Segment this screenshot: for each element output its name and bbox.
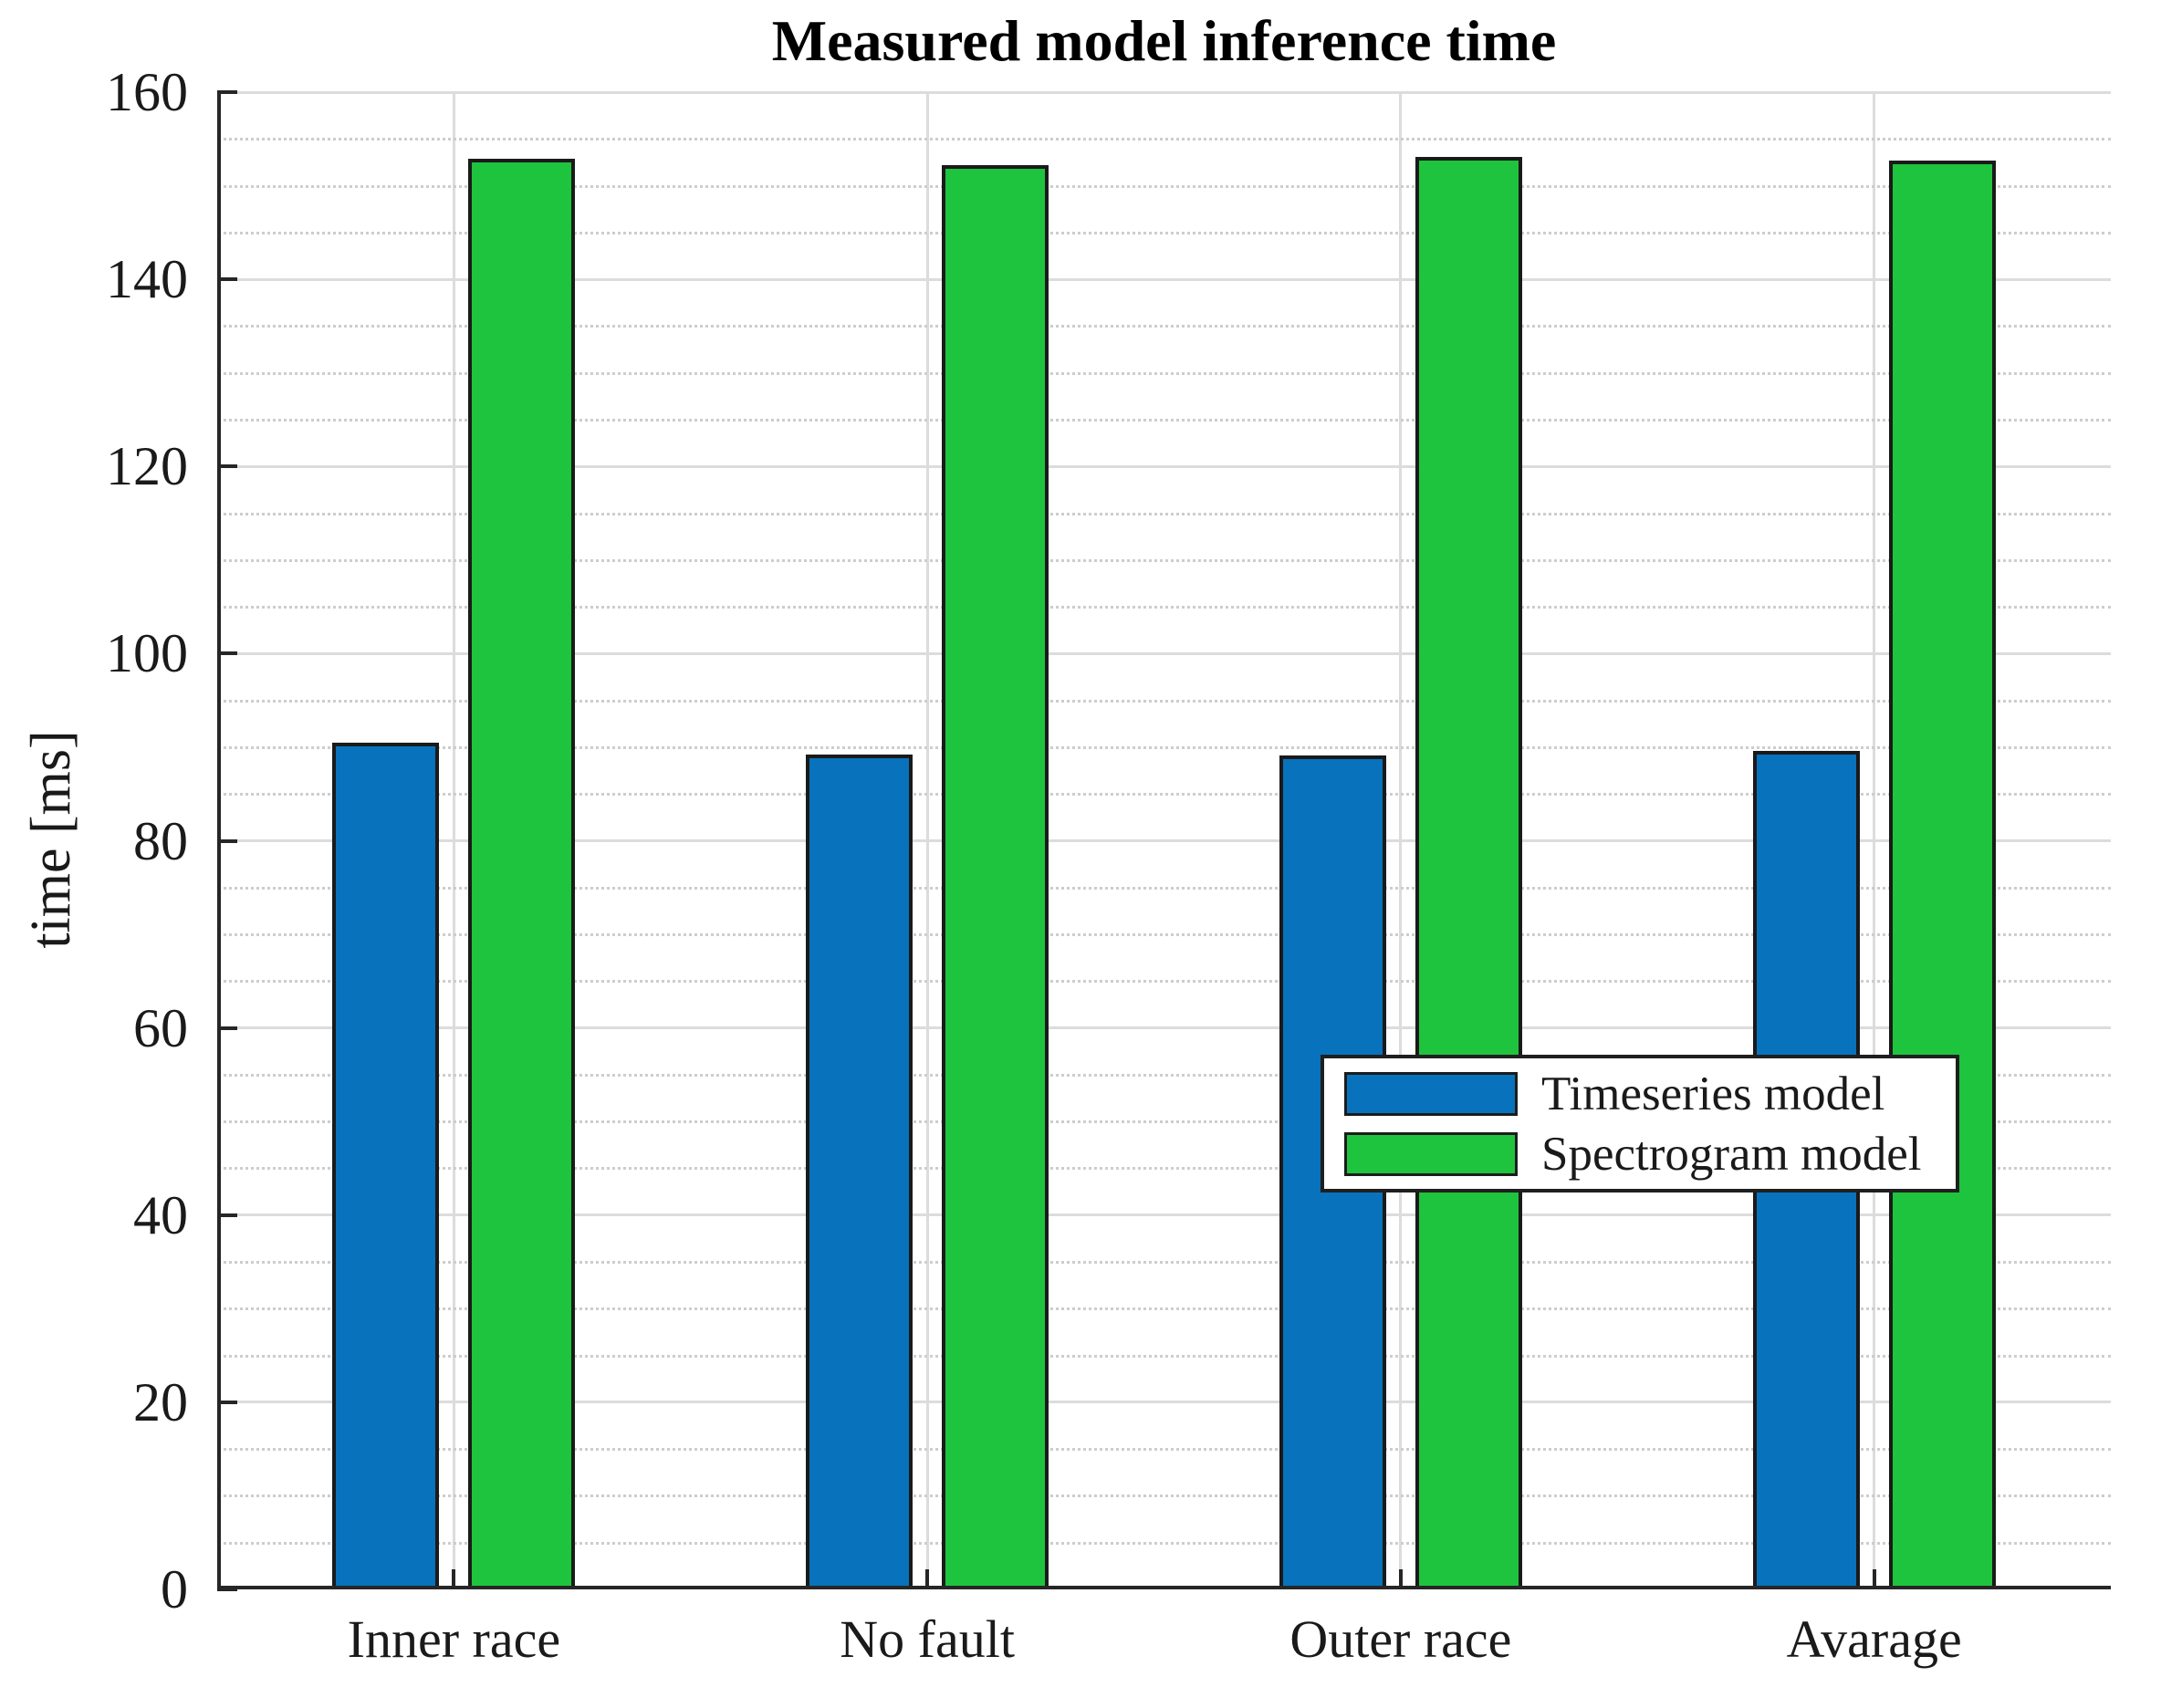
y-tick bbox=[217, 651, 237, 656]
y-minor-gridline bbox=[217, 606, 2111, 609]
y-minor-gridline bbox=[217, 1494, 2111, 1498]
legend-label-spectrogram: Spectrogram model bbox=[1541, 1127, 1922, 1181]
y-minor-gridline bbox=[217, 1541, 2111, 1545]
x-axis-line bbox=[217, 1586, 2111, 1589]
y-minor-gridline bbox=[217, 699, 2111, 703]
y-tick-label: 160 bbox=[106, 62, 188, 122]
y-minor-gridline bbox=[217, 1261, 2111, 1265]
y-tick bbox=[217, 277, 237, 282]
bar-spectrogram-0 bbox=[468, 158, 576, 1589]
x-tick-label: No fault bbox=[840, 1609, 1015, 1669]
y-tick bbox=[217, 1026, 237, 1030]
bar-spectrogram-3 bbox=[1888, 160, 1996, 1589]
bar-spectrogram-2 bbox=[1415, 156, 1522, 1589]
y-gridline bbox=[217, 277, 2111, 281]
y-minor-gridline bbox=[217, 1120, 2111, 1124]
y-gridline bbox=[217, 90, 2111, 94]
y-minor-gridline bbox=[217, 184, 2111, 188]
x-tick bbox=[452, 1569, 456, 1589]
x-tick-label: Avarage bbox=[1786, 1609, 1962, 1669]
x-tick bbox=[925, 1569, 930, 1589]
y-tick-label: 0 bbox=[161, 1559, 188, 1619]
y-minor-gridline bbox=[217, 512, 2111, 516]
legend-label-timeseries: Timeseries model bbox=[1541, 1067, 1885, 1120]
bar-timeseries-1 bbox=[806, 755, 913, 1589]
y-gridline bbox=[217, 839, 2111, 842]
y-minor-gridline bbox=[217, 325, 2111, 328]
y-tick bbox=[217, 838, 237, 843]
x-tick bbox=[1872, 1569, 1876, 1589]
y-tick-label: 20 bbox=[133, 1371, 188, 1432]
bar-timeseries-0 bbox=[332, 742, 440, 1589]
y-minor-gridline bbox=[217, 980, 2111, 984]
y-minor-gridline bbox=[217, 1073, 2111, 1077]
y-minor-gridline bbox=[217, 138, 2111, 141]
y-tick bbox=[217, 464, 237, 469]
y-tick bbox=[217, 1588, 237, 1591]
y-minor-gridline bbox=[217, 558, 2111, 562]
y-minor-gridline bbox=[217, 1167, 2111, 1171]
y-tick-label: 60 bbox=[133, 997, 188, 1058]
y-tick bbox=[217, 1213, 237, 1217]
legend-item-spectrogram: Spectrogram model bbox=[1344, 1129, 1956, 1180]
y-gridline bbox=[217, 464, 2111, 468]
y-tick-label: 80 bbox=[133, 810, 188, 871]
y-tick-label: 120 bbox=[106, 436, 188, 497]
y-tick bbox=[217, 90, 237, 94]
y-tick bbox=[217, 1400, 237, 1404]
y-gridline bbox=[217, 651, 2111, 655]
y-minor-gridline bbox=[217, 933, 2111, 937]
y-minor-gridline bbox=[217, 886, 2111, 890]
legend: Timeseries model Spectrogram model bbox=[1321, 1055, 1959, 1192]
legend-swatch-timeseries bbox=[1344, 1071, 1518, 1116]
y-minor-gridline bbox=[217, 1354, 2111, 1358]
legend-swatch-spectrogram bbox=[1344, 1131, 1518, 1176]
y-minor-gridline bbox=[217, 371, 2111, 375]
y-tick-label: 100 bbox=[106, 623, 188, 684]
bar-spectrogram-1 bbox=[942, 164, 1049, 1589]
chart-title: Measured model inference time bbox=[771, 8, 1557, 73]
y-minor-gridline bbox=[217, 1307, 2111, 1311]
y-minor-gridline bbox=[217, 1448, 2111, 1452]
y-minor-gridline bbox=[217, 793, 2111, 797]
y-minor-gridline bbox=[217, 745, 2111, 749]
y-minor-gridline bbox=[217, 418, 2111, 422]
y-tick-label: 140 bbox=[106, 249, 188, 310]
x-tick-label: Outer race bbox=[1289, 1609, 1512, 1669]
y-gridline bbox=[217, 1401, 2111, 1404]
y-minor-gridline bbox=[217, 231, 2111, 234]
y-gridline bbox=[217, 1026, 2111, 1030]
legend-item-timeseries: Timeseries model bbox=[1344, 1068, 1956, 1120]
x-tick-label: Inner race bbox=[347, 1609, 561, 1669]
y-tick-label: 40 bbox=[133, 1184, 188, 1245]
x-tick bbox=[1398, 1569, 1403, 1589]
y-gridline bbox=[217, 1213, 2111, 1217]
